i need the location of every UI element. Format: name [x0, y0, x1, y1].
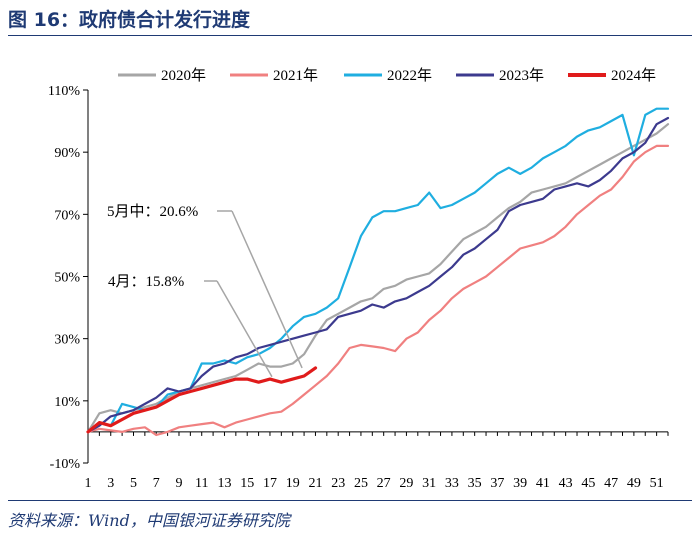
x-tick-label: 33 — [445, 476, 459, 491]
x-tick-label: 27 — [377, 476, 391, 491]
series-line-2022年 — [86, 107, 670, 433]
legend-label: 2023年 — [499, 67, 544, 84]
chart-area: -10%10%30%50%70%90%110%1 3 5 7 9 11 13 15 17 19 21… — [48, 67, 670, 491]
source-bar: 资料来源：Wind，中国银河证券研究院 — [8, 500, 692, 540]
x-tick-label: 49 — [627, 476, 641, 491]
chart-annotations: 5月中：20.6% 4月：15.8% — [107, 203, 303, 378]
figure-title: 图 16：政府债合计发行进度 — [8, 9, 251, 31]
x-tick-label: 11 — [195, 476, 208, 491]
x-tick-label: 13 — [217, 476, 231, 491]
series-line-2023年 — [86, 116, 670, 433]
x-tick-label: 19 — [286, 476, 300, 491]
y-tick-label: 90% — [54, 146, 80, 161]
x-tick-label: 25 — [354, 476, 368, 491]
legend-label: 2021年 — [273, 67, 318, 84]
x-tick-label: 23 — [331, 476, 345, 491]
x-tick-label: 31 — [422, 476, 436, 491]
y-tick-label: 70% — [54, 208, 80, 223]
figure-title-bar: 图 16：政府债合计发行进度 — [8, 6, 692, 36]
annotation-label-may: 5月中：20.6% — [107, 203, 198, 220]
x-tick-label: 39 — [513, 476, 527, 491]
x-tick-label: 35 — [468, 476, 482, 491]
series-line-2024年 — [86, 366, 318, 434]
x-tick-label: 7 — [153, 476, 160, 491]
x-tick-label: 37 — [490, 476, 504, 491]
x-tick-label: 45 — [581, 476, 595, 491]
x-tick-label: 43 — [559, 476, 573, 491]
chart-series — [86, 107, 670, 437]
x-tick-label: 41 — [536, 476, 550, 491]
y-tick-label: 10% — [54, 395, 80, 410]
source-note: 资料来源：Wind，中国银河证券研究院 — [8, 511, 290, 530]
x-tick-label: 29 — [399, 476, 413, 491]
x-tick-label: 3 — [107, 476, 114, 491]
chart-axes: -10%10%30%50%70%90%110%1 3 5 7 9 11 13 15 17 19 21… — [48, 84, 669, 491]
x-tick-label: 1 — [85, 476, 92, 491]
series-line-2021年 — [86, 144, 670, 437]
annotation-label-april: 4月：15.8% — [108, 274, 184, 290]
x-tick-label: 9 — [175, 476, 182, 491]
x-tick-label: 17 — [263, 476, 277, 491]
x-tick-label: 21 — [308, 476, 322, 491]
legend-label: 2022年 — [387, 67, 432, 84]
y-tick-label: 50% — [54, 271, 80, 286]
y-tick-label: 30% — [54, 333, 80, 348]
x-tick-label: 5 — [130, 476, 137, 491]
annotation-pointer — [216, 280, 273, 378]
legend-label: 2024年 — [611, 67, 656, 84]
annotation-pointer — [231, 210, 303, 369]
legend-label: 2020年 — [161, 67, 206, 84]
x-tick-label: 15 — [240, 476, 254, 491]
y-tick-label: -10% — [50, 457, 81, 472]
chart-legend: 2020年 2021年 2022年 2023年 2024年 — [118, 67, 656, 84]
x-tick-label: 47 — [604, 476, 618, 491]
y-tick-label: 110% — [48, 84, 80, 99]
x-tick-label: 51 — [650, 476, 664, 491]
